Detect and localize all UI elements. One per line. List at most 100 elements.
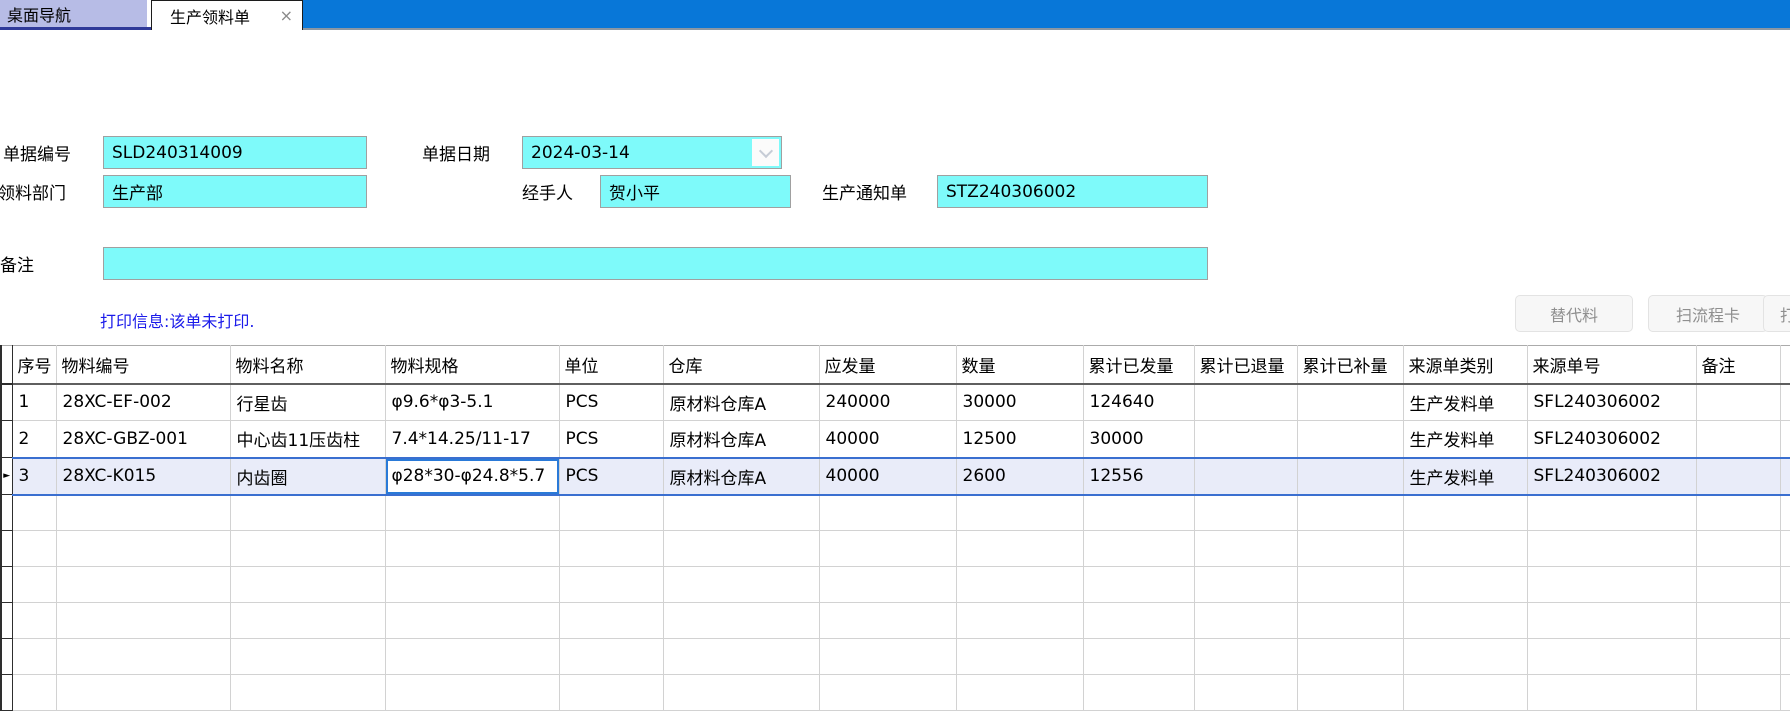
column-header[interactable]: 来源单号 — [1526, 345, 1697, 385]
cell[interactable] — [1296, 566, 1404, 603]
cell[interactable] — [955, 566, 1084, 603]
cell[interactable] — [558, 602, 664, 639]
cell[interactable] — [55, 674, 231, 711]
cell[interactable]: 内齿圈 — [229, 456, 386, 496]
cell[interactable] — [1779, 638, 1790, 675]
cell[interactable] — [1779, 383, 1790, 421]
cell[interactable]: SFL240306002 — [1526, 420, 1697, 458]
cell[interactable] — [1402, 530, 1528, 567]
cell[interactable] — [955, 494, 1084, 531]
cell[interactable]: 3 — [11, 456, 57, 496]
cell[interactable] — [1779, 674, 1790, 711]
row-indicator[interactable] — [0, 530, 13, 567]
remark-input[interactable] — [103, 247, 1208, 280]
row-indicator[interactable] — [0, 602, 13, 639]
cell[interactable] — [384, 638, 560, 675]
cell[interactable] — [1296, 638, 1404, 675]
cell[interactable]: 原材料仓库A — [662, 456, 820, 496]
substitute-material-button[interactable]: 替代料 — [1515, 295, 1633, 332]
cell[interactable] — [1695, 674, 1781, 711]
cell[interactable] — [1695, 530, 1781, 567]
cell[interactable]: 30000 — [955, 383, 1084, 421]
cell[interactable] — [1402, 602, 1528, 639]
cell[interactable]: PCS — [558, 383, 664, 421]
cell[interactable]: 28XC-GBZ-001 — [55, 420, 231, 458]
column-header[interactable]: 物料名称 — [229, 345, 386, 385]
cell[interactable]: PCS — [558, 420, 664, 458]
cell[interactable] — [1402, 566, 1528, 603]
cell[interactable]: 124640 — [1082, 383, 1195, 421]
cell[interactable]: 12556 — [1082, 456, 1195, 496]
combo-arrow-zone[interactable] — [752, 139, 779, 166]
cell[interactable]: 28XC-EF-002 — [55, 383, 231, 421]
cell[interactable]: 原材料仓库A — [662, 420, 820, 458]
cell[interactable]: 240000 — [818, 383, 957, 421]
cell[interactable]: 40000 — [818, 420, 957, 458]
cell[interactable] — [1193, 383, 1298, 421]
cell[interactable] — [11, 602, 57, 639]
cell[interactable] — [1193, 674, 1298, 711]
cell[interactable]: 2600 — [955, 456, 1084, 496]
cell[interactable] — [55, 638, 231, 675]
cell[interactable] — [1082, 494, 1195, 531]
cell[interactable] — [1526, 494, 1697, 531]
row-indicator[interactable] — [0, 420, 13, 458]
cell[interactable] — [229, 638, 386, 675]
cell[interactable] — [955, 530, 1084, 567]
cell[interactable] — [1082, 530, 1195, 567]
cell[interactable] — [229, 602, 386, 639]
row-indicator[interactable]: ► — [0, 457, 13, 495]
cell[interactable] — [11, 638, 57, 675]
tab-close-icon[interactable]: × — [279, 5, 293, 25]
doc-date-combobox[interactable]: 2024-03-14 — [522, 136, 782, 169]
cell[interactable] — [384, 530, 560, 567]
cell[interactable] — [229, 674, 386, 711]
cell[interactable] — [384, 494, 560, 531]
cell[interactable] — [1526, 602, 1697, 639]
cell[interactable]: 原材料仓库A — [662, 383, 820, 421]
cell[interactable] — [229, 494, 386, 531]
cell[interactable]: PCS — [558, 456, 664, 496]
cell[interactable] — [558, 638, 664, 675]
cell[interactable] — [818, 674, 957, 711]
cell[interactable] — [11, 494, 57, 531]
cell[interactable] — [229, 566, 386, 603]
cell[interactable] — [1779, 602, 1790, 639]
cell[interactable] — [55, 566, 231, 603]
cell[interactable] — [55, 602, 231, 639]
clipped-edge-button[interactable]: 打 — [1763, 295, 1790, 332]
cell[interactable] — [1779, 494, 1790, 531]
cell[interactable] — [384, 674, 560, 711]
cell[interactable] — [662, 602, 820, 639]
cell[interactable] — [1296, 420, 1404, 458]
cell[interactable] — [818, 638, 957, 675]
cell[interactable]: 行星齿 — [229, 383, 386, 421]
cell[interactable] — [1193, 602, 1298, 639]
column-header[interactable]: 累计已补量 — [1296, 345, 1404, 385]
cell[interactable] — [662, 530, 820, 567]
cell[interactable] — [818, 494, 957, 531]
cell[interactable] — [558, 530, 664, 567]
cell[interactable] — [11, 566, 57, 603]
cell[interactable] — [955, 674, 1084, 711]
row-indicator[interactable] — [0, 494, 13, 531]
cell[interactable]: 中心齿11压齿柱 — [229, 420, 386, 458]
cell[interactable] — [384, 602, 560, 639]
cell[interactable] — [662, 494, 820, 531]
cell[interactable] — [1695, 638, 1781, 675]
row-indicator[interactable] — [0, 383, 13, 421]
cell[interactable] — [558, 494, 664, 531]
cell[interactable] — [558, 674, 664, 711]
cell[interactable] — [55, 494, 231, 531]
cell[interactable]: 生产发料单 — [1402, 456, 1528, 496]
cell[interactable] — [662, 674, 820, 711]
cell[interactable]: φ28*30-φ24.8*5.7 — [384, 456, 560, 496]
cell[interactable] — [1296, 456, 1404, 496]
cell[interactable] — [1296, 383, 1404, 421]
cell[interactable] — [558, 566, 664, 603]
cell[interactable] — [1779, 456, 1790, 496]
column-header[interactable]: 来源单类别 — [1402, 345, 1528, 385]
cell[interactable] — [1402, 638, 1528, 675]
column-header[interactable]: 物料规格 — [384, 345, 560, 385]
cell[interactable] — [1695, 420, 1781, 458]
